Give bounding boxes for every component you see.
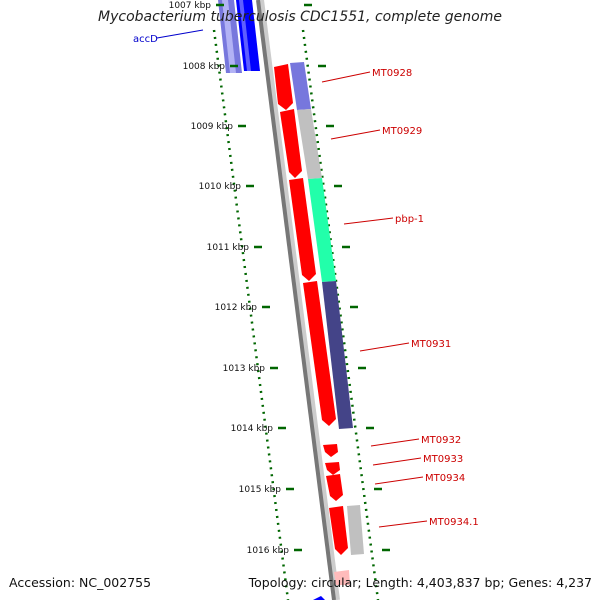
gene-label-connector [359, 342, 410, 352]
gene-label-connector [330, 129, 381, 140]
outer-tick-ring [301, 29, 380, 600]
scale-label: 1012 kbp [215, 303, 258, 313]
scale-axis: 1007 kbp 1008 kbp 1009 kbp 1010 kbp 1011 kbp… [169, 1, 390, 556]
gene-MT0929[interactable] [297, 109, 322, 179]
gene-label-connector [343, 217, 394, 225]
gene-label[interactable]: MT0933 [423, 454, 463, 465]
gene-red-4[interactable] [303, 281, 336, 426]
gene-red-3[interactable] [289, 178, 316, 281]
gene-label[interactable]: MT0932 [421, 435, 461, 446]
scale-label: 1015 kbp [239, 485, 282, 495]
gene-accD-sheen [239, 0, 251, 71]
scale-label: 1011 kbp [207, 243, 250, 253]
gene-label[interactable]: MT0928 [372, 68, 412, 79]
gene-label-group: accD MT0928 MT0929 pbp-1 MT0931 MT0932 MT0933 M… [133, 29, 479, 528]
gene-red-7[interactable] [326, 474, 343, 501]
gene-label[interactable]: MT0934 [425, 473, 465, 484]
gene-label-connector [378, 520, 428, 528]
gene-MT0928[interactable] [290, 62, 311, 110]
scale-label: 1016 kbp [247, 546, 290, 556]
gene-bottom-pink [334, 570, 350, 585]
backbone-shadow [258, 0, 340, 600]
gene-red-2[interactable] [280, 109, 302, 178]
map-title: Mycobacterium tuberculosis CDC1551, comp… [98, 9, 502, 25]
gene-MT0931[interactable] [322, 281, 353, 429]
accession-text: Accession: NC_002755 [9, 575, 152, 590]
backbone [256, 0, 336, 600]
scale-label: 1009 kbp [191, 122, 234, 132]
gene-red-6[interactable] [325, 462, 340, 475]
gene-red-1[interactable] [274, 64, 293, 110]
scale-label: 1008 kbp [183, 62, 226, 72]
gene-label[interactable]: accD [133, 34, 158, 45]
inner-tick-ring [212, 29, 290, 600]
scale-label: 1013 kbp [223, 364, 266, 374]
gene-label-connector [374, 476, 424, 485]
gene-label[interactable]: pbp-1 [395, 214, 424, 225]
gene-label[interactable]: MT0931 [411, 339, 451, 350]
gene-label-connector [156, 29, 204, 39]
gene-red-8[interactable] [329, 506, 348, 555]
gene-MT0934.1[interactable] [347, 505, 364, 555]
gene-bottom-blue [313, 596, 325, 600]
gene-label[interactable]: MT0929 [382, 126, 422, 137]
gene-label-connector [370, 438, 420, 447]
scale-label: 1007 kbp [169, 1, 212, 11]
gene-label[interactable]: MT0934.1 [429, 517, 479, 528]
gene-red-5[interactable] [323, 444, 338, 457]
genome-summary-text: Topology: circular; Length: 4,403,837 bp… [248, 575, 592, 590]
gene-accD-highlight [222, 0, 236, 73]
gene-label-connector [321, 71, 371, 83]
scale-label: 1014 kbp [231, 424, 274, 434]
gene-label-connector [372, 457, 422, 466]
gene-pbp-1[interactable] [308, 178, 336, 282]
scale-label: 1010 kbp [199, 182, 242, 192]
